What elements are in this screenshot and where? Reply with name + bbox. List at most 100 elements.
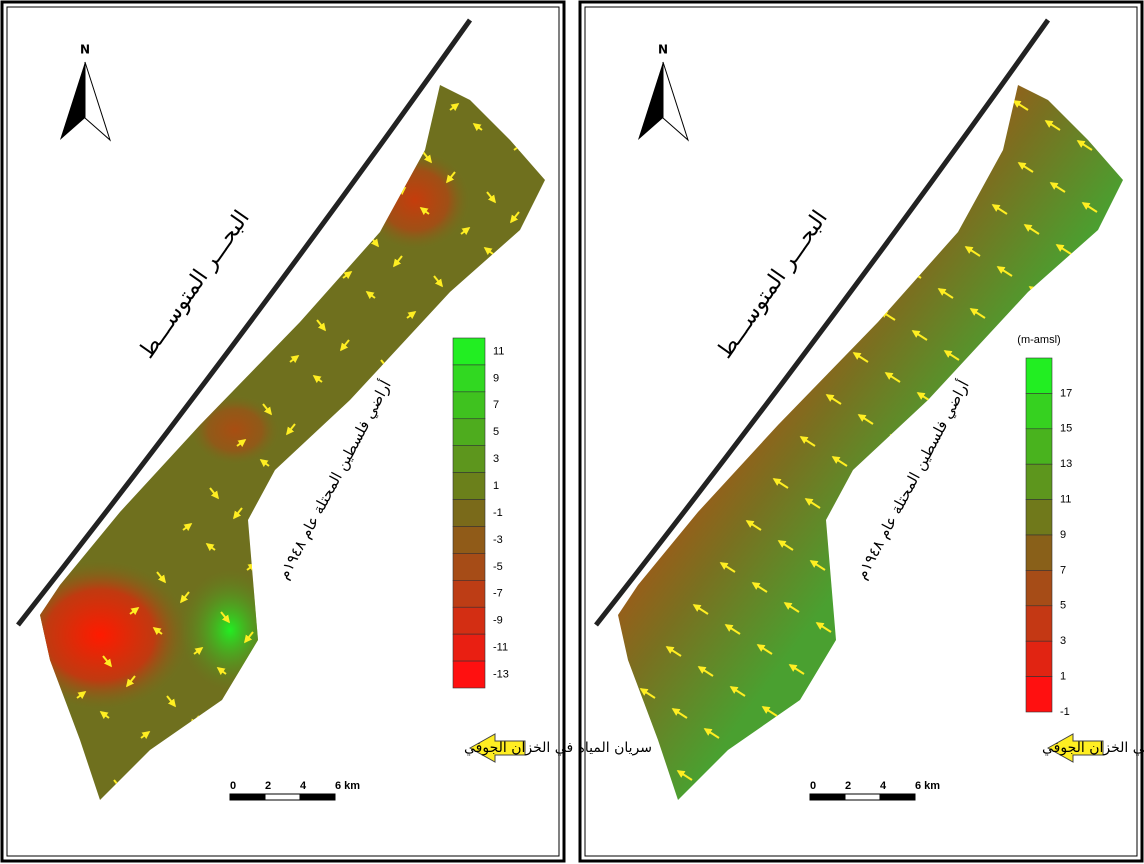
flow-arrow — [525, 268, 533, 274]
legend-swatch — [453, 338, 485, 365]
flow-arrow — [602, 204, 610, 210]
flow-arrow — [934, 579, 948, 588]
scale-segment — [300, 794, 335, 800]
map-panel: Nالبحـــر المتوســـطأراضي فلسطين المحتلة… — [0, 0, 652, 864]
depression — [10, 560, 190, 710]
flow-arrow — [442, 456, 450, 462]
flow-arrow — [982, 433, 996, 442]
north-arrow-dark — [638, 62, 663, 140]
flow-arrow — [929, 517, 943, 526]
scale-label: 4 — [300, 780, 307, 792]
flow-arrow — [538, 164, 546, 170]
flow-arrow — [549, 288, 557, 294]
legend-swatch — [453, 661, 485, 688]
legend-tick-label: 17 — [1060, 387, 1072, 399]
legend-swatch — [1026, 606, 1052, 641]
flow-arrow — [431, 332, 439, 338]
flow-arrow — [338, 568, 346, 578]
scale-segment — [880, 794, 915, 800]
flow-arrow — [1062, 307, 1076, 316]
flow-arrow — [74, 760, 82, 770]
legend-swatch — [1026, 677, 1052, 712]
legend-tick-label: 3 — [493, 453, 499, 465]
flow-arrow — [1030, 287, 1044, 296]
scale-label: 2 — [265, 780, 271, 792]
flow-arrow — [391, 484, 399, 494]
flow-arrow — [854, 705, 868, 714]
flow-arrow — [1115, 223, 1129, 232]
flow-arrow — [902, 559, 916, 568]
legend-tick-label: 13 — [1060, 458, 1072, 470]
legend-tick-label: 7 — [1060, 564, 1066, 576]
legend-tick-label: 9 — [493, 372, 499, 384]
flow-arrow — [838, 519, 852, 528]
flow-arrow — [1121, 285, 1135, 294]
flow-arrow — [202, 840, 210, 850]
legend-swatch — [453, 526, 485, 553]
scale-label: 4 — [880, 780, 887, 792]
flow-arrow — [551, 232, 559, 242]
legend-swatch — [453, 607, 485, 634]
flow-arrow — [769, 769, 783, 778]
legend-swatch — [1026, 641, 1052, 676]
flow-arrow — [961, 185, 975, 194]
legend-swatch — [453, 553, 485, 580]
flow-arrow — [418, 436, 426, 442]
north-arrow-dark — [60, 62, 85, 140]
flow-arrow — [1067, 369, 1081, 378]
flow-arrow — [258, 688, 266, 694]
legend-tick-label: -5 — [493, 561, 503, 573]
legend-tick-label: 15 — [1060, 423, 1072, 435]
flow-arrow — [458, 296, 466, 306]
scale-label: 6 km — [335, 780, 360, 792]
flow-arrow — [865, 477, 879, 486]
flow-arrow — [405, 380, 413, 390]
legend-tick-label: 3 — [1060, 635, 1066, 647]
legend-tick-label: -9 — [493, 615, 503, 627]
scale-label: 0 — [810, 780, 816, 792]
mound — [180, 570, 280, 690]
map-panel: Nالبحـــر المتوســـطأراضي فلسطين المحتلة… — [578, 0, 1144, 864]
flow-arrow — [327, 444, 335, 454]
land — [0, 0, 610, 864]
flow-arrow — [311, 604, 319, 610]
scale-segment — [230, 794, 265, 800]
legend-swatch — [1026, 429, 1052, 464]
flow-arrow — [354, 396, 362, 402]
flow-arrow — [843, 581, 857, 590]
legend-swatch — [453, 392, 485, 419]
legend-swatch — [453, 365, 485, 392]
legend-tick-label: 7 — [493, 399, 499, 411]
legend-swatch — [1026, 570, 1052, 605]
legend-tick-label: -1 — [1060, 706, 1070, 718]
flow-arrow — [907, 269, 921, 278]
flow-arrow — [987, 143, 1001, 152]
flow-arrow — [309, 672, 317, 682]
flow-arrow — [389, 540, 397, 546]
flow-arrow — [961, 537, 975, 546]
flow-arrow — [415, 504, 423, 514]
legend-tick-label: 5 — [493, 426, 499, 438]
legend-swatch — [453, 473, 485, 500]
flow-arrow — [987, 495, 1001, 504]
north-label: N — [658, 43, 668, 57]
flow-arrow — [742, 811, 756, 820]
flow-arrow — [907, 621, 921, 630]
scale-segment — [265, 794, 300, 800]
legend-tick-label: -7 — [493, 588, 503, 600]
flow-arrow — [1003, 329, 1017, 338]
legend-swatch — [453, 580, 485, 607]
flow-arrow — [1009, 391, 1023, 400]
flow-legend-label: سريان المياه في الخزان الجوفي — [1042, 740, 1144, 756]
flow-arrow — [710, 791, 724, 800]
flow-arrow — [934, 227, 948, 236]
flow-arrow — [881, 663, 895, 672]
flow-arrow — [795, 727, 809, 736]
flow-arrow — [774, 831, 788, 840]
flow-arrow — [285, 652, 293, 662]
legend-swatch — [1026, 393, 1052, 428]
flow-arrow — [955, 475, 969, 484]
legend-swatch — [1026, 535, 1052, 570]
legend-swatch — [453, 500, 485, 527]
flow-arrow — [378, 416, 386, 422]
